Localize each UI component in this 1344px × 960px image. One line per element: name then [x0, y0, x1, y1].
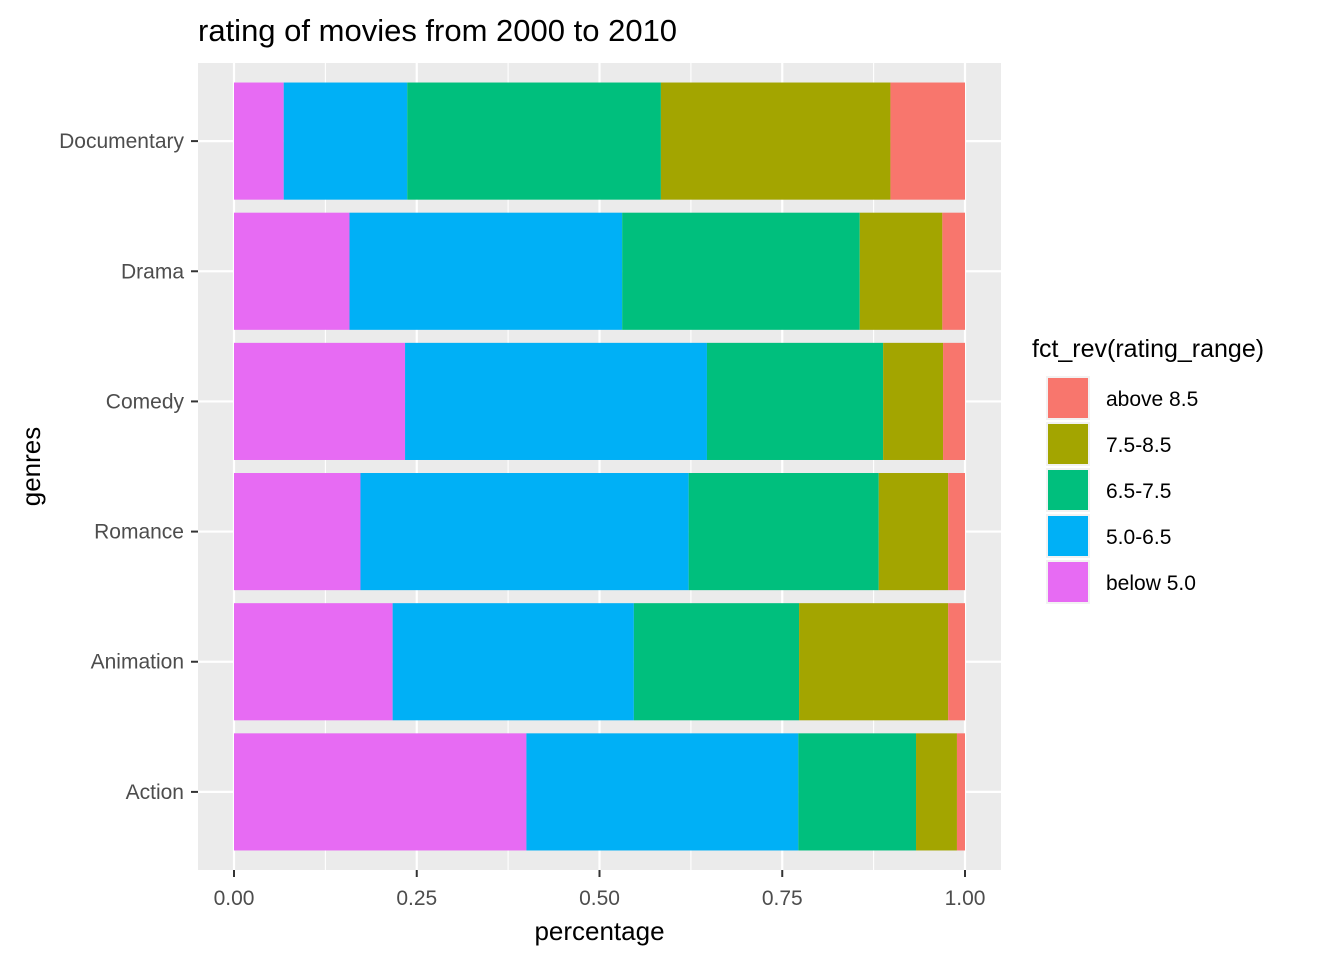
y-tick-label: Comedy	[106, 390, 185, 413]
bar-action-7-5-8-5	[916, 733, 957, 851]
bar-romance-7-5-8-5	[878, 473, 949, 591]
bar-documentary-7-5-8-5	[660, 82, 891, 200]
bar-action-6-5-7-5	[798, 733, 917, 851]
x-axis-title: percentage	[534, 916, 664, 946]
y-tick-label: Animation	[91, 651, 184, 674]
bar-comedy-5-0-6-5	[405, 342, 707, 460]
bar-documentary-below-5-0	[234, 82, 284, 200]
bar-documentary-above-8-5	[890, 82, 965, 200]
bar-drama-above-8-5	[942, 212, 965, 330]
legend-swatch	[1048, 470, 1088, 510]
legend-swatch	[1048, 424, 1088, 464]
x-tick-label: 1.00	[945, 887, 986, 910]
bar-comedy-6-5-7-5	[706, 342, 884, 460]
bar-action-5-0-6-5	[526, 733, 799, 851]
bar-romance-5-0-6-5	[360, 473, 689, 591]
legend-label: 6.5-7.5	[1106, 480, 1171, 503]
bars-group	[234, 82, 965, 851]
y-tick-label: Documentary	[59, 130, 184, 153]
bar-comedy-7-5-8-5	[883, 342, 944, 460]
legend: fct_rev(rating_range) above 8.5 7.5-8.5 6.…	[1032, 335, 1264, 604]
y-tick-label: Drama	[121, 260, 184, 283]
bar-documentary-5-0-6-5	[283, 82, 408, 200]
bar-animation-7-5-8-5	[799, 603, 949, 721]
legend-swatch	[1048, 516, 1088, 556]
x-axis: 0.00 0.25 0.50 0.75 1.00	[214, 870, 986, 910]
x-tick-label: 0.50	[579, 887, 620, 910]
bar-romance-below-5-0	[234, 473, 361, 591]
bar-comedy-below-5-0	[234, 342, 406, 460]
bar-documentary-6-5-7-5	[407, 82, 661, 200]
legend-title: fct_rev(rating_range)	[1032, 335, 1264, 363]
legend-label: 5.0-6.5	[1106, 526, 1171, 549]
legend-label: below 5.0	[1106, 572, 1196, 595]
bar-animation-5-0-6-5	[392, 603, 634, 721]
legend-swatch	[1048, 378, 1088, 418]
x-tick-label: 0.75	[762, 887, 803, 910]
y-axis-title: genres	[16, 427, 46, 507]
x-tick-label: 0.25	[396, 887, 437, 910]
bar-romance-above-8-5	[948, 473, 965, 591]
legend-label: above 8.5	[1106, 388, 1198, 411]
chart-title: rating of movies from 2000 to 2010	[198, 13, 677, 48]
bar-animation-6-5-7-5	[633, 603, 800, 721]
y-tick-label: Romance	[94, 521, 184, 544]
bar-action-below-5-0	[234, 733, 527, 851]
y-axis: Action Animation Romance Comedy Drama Documen…	[59, 130, 198, 804]
bar-animation-below-5-0	[234, 603, 393, 721]
bar-drama-7-5-8-5	[859, 212, 943, 330]
y-tick-label: Action	[126, 781, 184, 804]
legend-swatch	[1048, 562, 1088, 602]
bar-comedy-above-8-5	[943, 342, 965, 460]
bar-action-above-8-5	[956, 733, 965, 851]
legend-label: 7.5-8.5	[1106, 434, 1171, 457]
bar-drama-below-5-0	[234, 212, 350, 330]
bar-drama-6-5-7-5	[622, 212, 860, 330]
bar-romance-6-5-7-5	[688, 473, 879, 591]
x-tick-label: 0.00	[214, 887, 255, 910]
bar-animation-above-8-5	[948, 603, 965, 721]
bar-drama-5-0-6-5	[349, 212, 623, 330]
